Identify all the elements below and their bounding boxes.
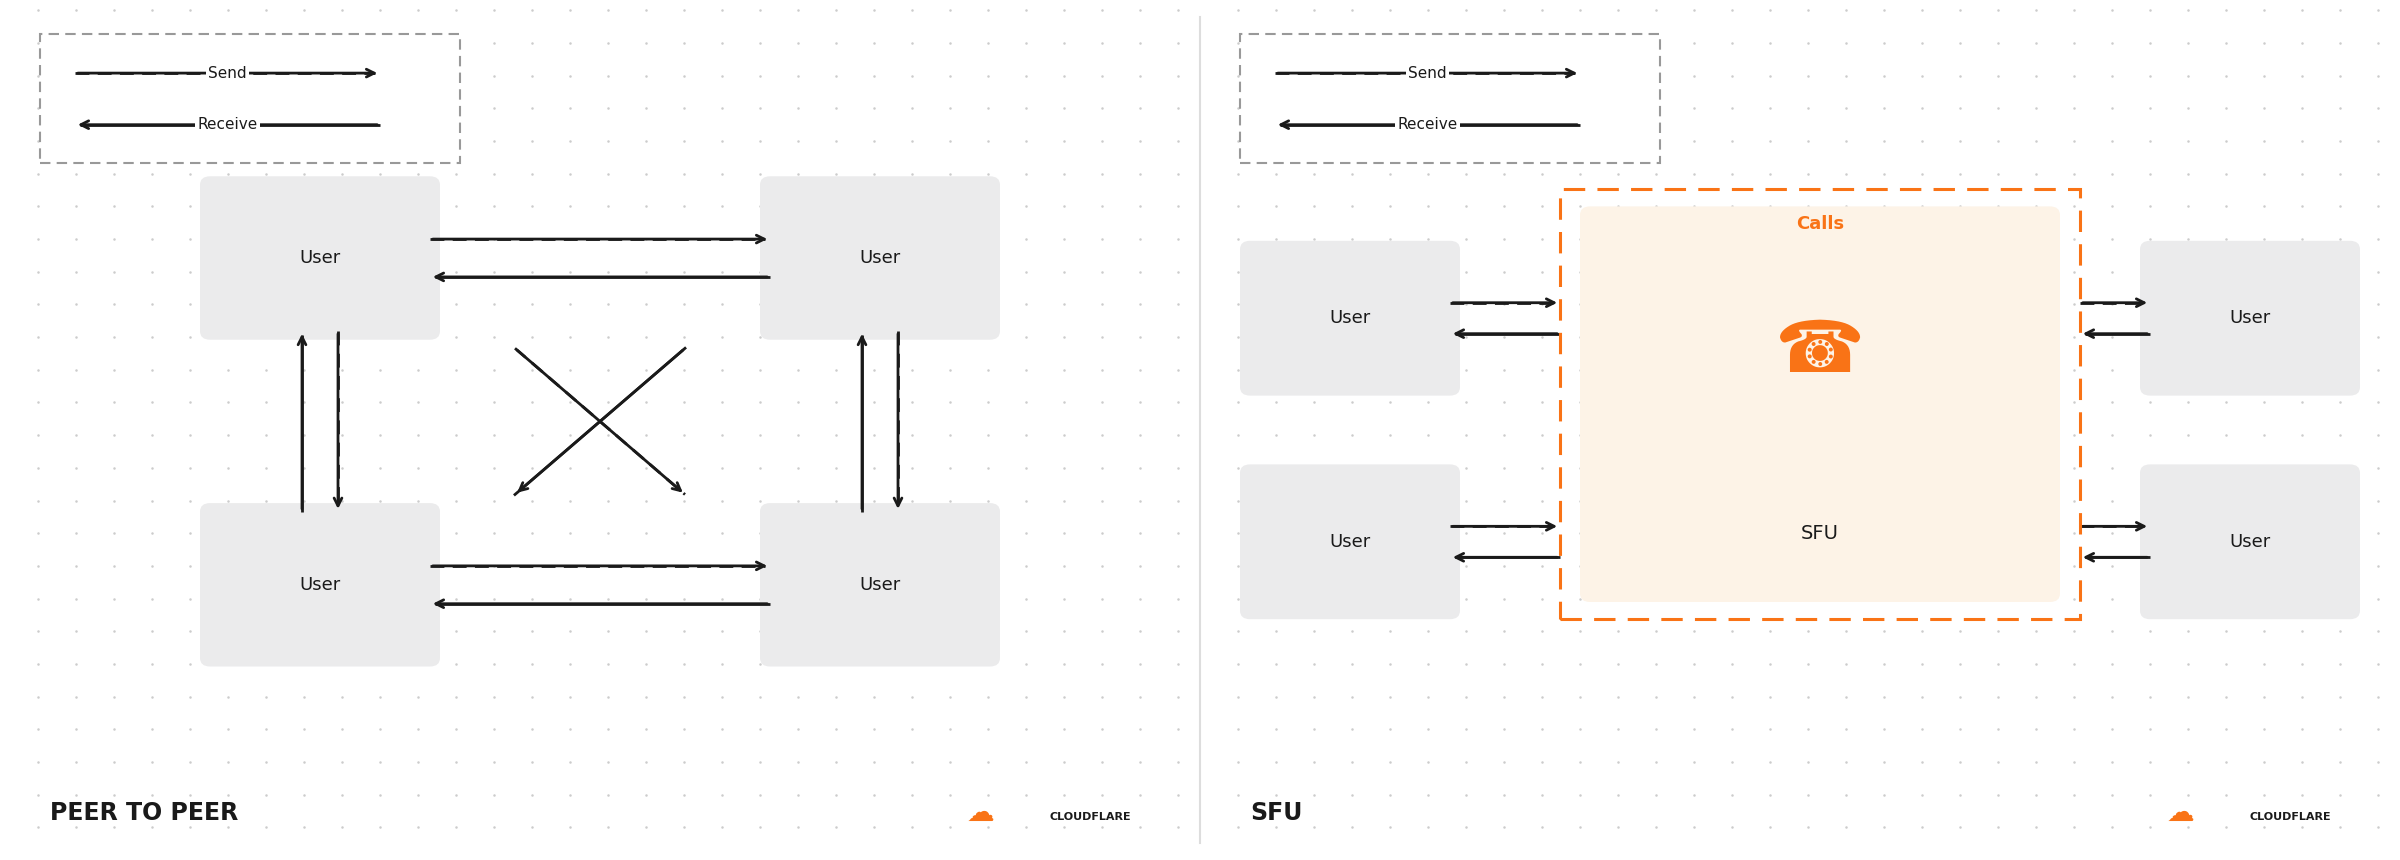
- FancyBboxPatch shape: [2141, 464, 2359, 619]
- Text: ☎: ☎: [1776, 318, 1865, 387]
- Text: PEER TO PEER: PEER TO PEER: [50, 801, 238, 825]
- Text: User: User: [2230, 533, 2270, 550]
- FancyBboxPatch shape: [1241, 34, 1661, 163]
- Text: ☁: ☁: [2167, 799, 2194, 826]
- FancyBboxPatch shape: [1579, 206, 2059, 602]
- Text: CLOUDFLARE: CLOUDFLARE: [2251, 812, 2333, 822]
- FancyBboxPatch shape: [199, 176, 439, 340]
- FancyBboxPatch shape: [2141, 241, 2359, 396]
- FancyBboxPatch shape: [761, 176, 1001, 340]
- Text: User: User: [2230, 310, 2270, 327]
- Text: Receive: Receive: [1397, 117, 1457, 132]
- FancyBboxPatch shape: [1241, 464, 1459, 619]
- Text: User: User: [859, 576, 900, 593]
- Text: ☁: ☁: [967, 799, 994, 826]
- FancyBboxPatch shape: [1241, 241, 1459, 396]
- Text: CLOUDFLARE: CLOUDFLARE: [1051, 812, 1133, 822]
- Text: Send: Send: [1409, 65, 1447, 81]
- Text: User: User: [300, 249, 341, 267]
- Text: SFU: SFU: [1800, 524, 1838, 543]
- Text: User: User: [1330, 310, 1370, 327]
- Text: Calls: Calls: [1795, 215, 1843, 233]
- Text: User: User: [1330, 533, 1370, 550]
- FancyBboxPatch shape: [761, 503, 1001, 666]
- Text: Receive: Receive: [197, 117, 257, 132]
- Text: SFU: SFU: [1250, 801, 1303, 825]
- FancyBboxPatch shape: [41, 34, 461, 163]
- Text: User: User: [300, 576, 341, 593]
- FancyBboxPatch shape: [199, 503, 439, 666]
- Text: User: User: [859, 249, 900, 267]
- Text: Send: Send: [209, 65, 247, 81]
